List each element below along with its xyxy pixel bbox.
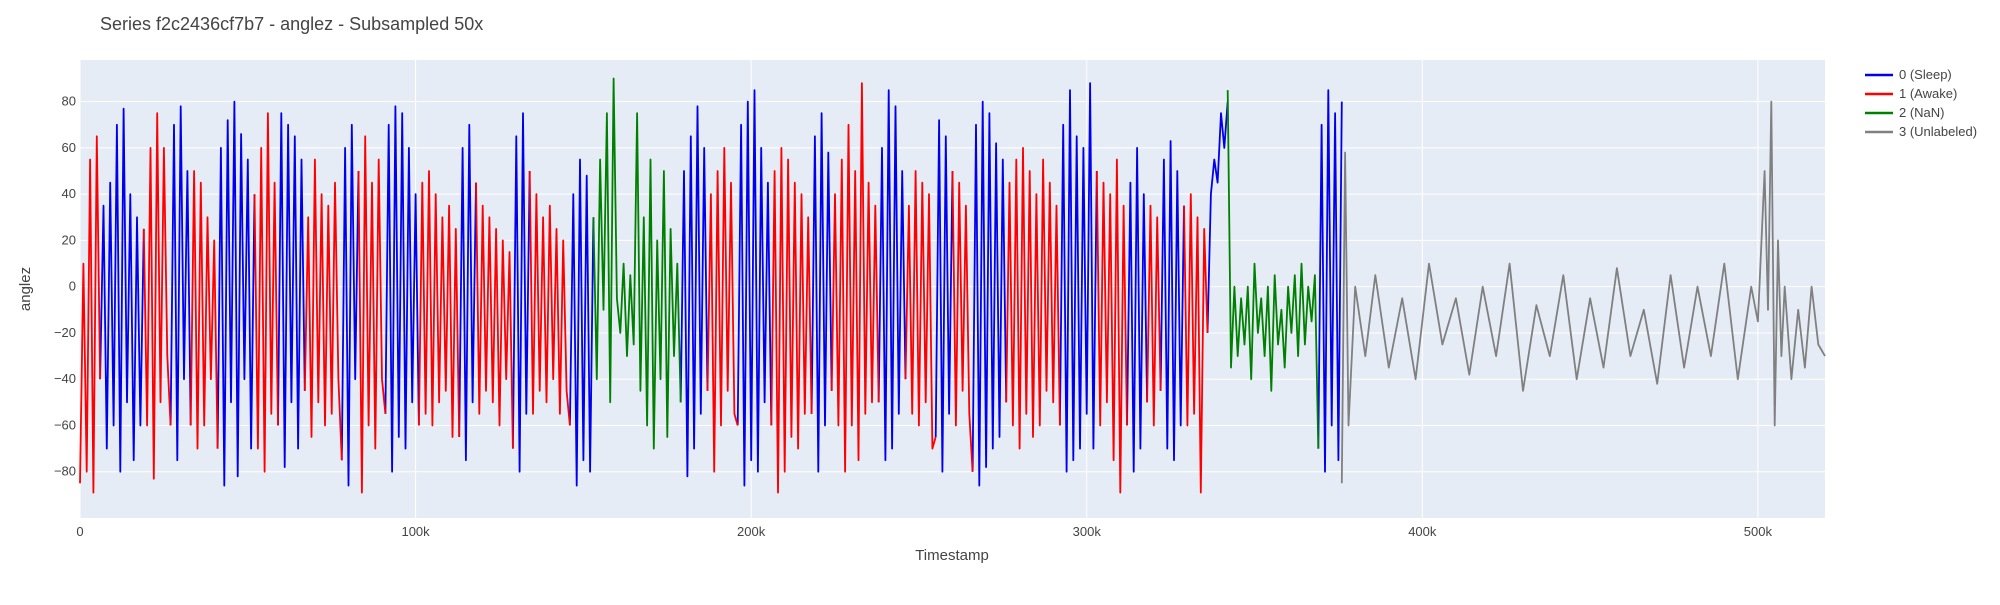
series-line-segment — [216, 100, 256, 487]
series-2 — [592, 77, 1320, 450]
series-line-segment — [1226, 90, 1320, 449]
grid-lines — [79, 60, 1825, 518]
series-0 — [99, 82, 1343, 487]
series-line-segment — [569, 158, 595, 487]
series-line-segment — [706, 146, 739, 473]
series-line-segment — [1317, 89, 1343, 473]
y-tick-label: 0 — [69, 279, 76, 294]
y-tick-label: −20 — [54, 325, 76, 340]
y-axis-title: anglez — [17, 267, 34, 311]
legend-item[interactable]: 0 (Sleep) — [1865, 67, 1952, 82]
series-line-segment — [189, 170, 219, 450]
y-tick-label: −40 — [54, 371, 76, 386]
series-line-segment — [99, 107, 145, 473]
x-tick-label: 300k — [1073, 524, 1102, 539]
legend-item[interactable]: 3 (Unlabeled) — [1865, 124, 1977, 139]
x-axis-ticks: 0 100k 200k 300k 400k 500k — [76, 524, 1772, 539]
series-line-segment — [1059, 82, 1098, 473]
series-line-segment — [142, 112, 172, 480]
series-3 — [1340, 100, 1826, 484]
series-line-segment — [1183, 193, 1209, 494]
series-line-segment — [528, 170, 571, 426]
legend-item[interactable]: 1 (Awake) — [1865, 86, 1957, 101]
series-line-segment — [770, 146, 813, 494]
series-line-segment — [1159, 140, 1185, 462]
x-axis-title: Timestamp — [915, 547, 989, 564]
series-line-segment — [830, 82, 880, 473]
x-tick-label: 100k — [401, 524, 430, 539]
series-line-segment — [303, 158, 343, 461]
chart-title: Series f2c2436cf7b7 - anglez - Subsample… — [100, 14, 483, 34]
series-line-segment — [169, 105, 192, 462]
legend-label: 3 (Unlabeled) — [1899, 124, 1977, 139]
series-layer — [79, 77, 1826, 494]
series-line-segment — [1005, 146, 1061, 450]
series-line-segment — [679, 105, 709, 478]
series-line-segment — [810, 112, 833, 473]
series-line-segment — [736, 89, 773, 487]
y-tick-label: 60 — [62, 140, 76, 155]
x-tick-label: 0 — [76, 524, 83, 539]
x-tick-label: 400k — [1408, 524, 1437, 539]
series-line-segment — [277, 112, 306, 469]
series-line-segment — [253, 112, 279, 473]
series-1 — [79, 82, 1209, 494]
series-line-segment — [592, 77, 682, 450]
series-line-segment — [1126, 146, 1148, 473]
series-line-segment — [357, 135, 387, 494]
series-line-segment — [458, 123, 477, 462]
legend-label: 1 (Awake) — [1899, 86, 1957, 101]
legend-label: 2 (NaN) — [1899, 105, 1945, 120]
legend-item[interactable]: 2 (NaN) — [1865, 105, 1945, 120]
series-line-segment — [1206, 101, 1229, 333]
series-line-segment — [951, 170, 974, 472]
x-tick-label: 500k — [1744, 524, 1773, 539]
y-axis-ticks: −80 −60 −40 −20 0 20 40 60 80 — [54, 94, 76, 479]
x-tick-label: 200k — [737, 524, 766, 539]
y-tick-label: 20 — [62, 232, 76, 247]
series-line-segment — [384, 105, 420, 473]
series-line-segment — [340, 123, 360, 487]
legend[interactable]: 0 (Sleep) 1 (Awake) 2 (NaN) 3 (Unlabeled) — [1865, 67, 1977, 139]
series-line-segment — [877, 89, 907, 462]
series-line-segment — [904, 170, 937, 450]
series-line-segment — [1340, 100, 1826, 484]
series-line-segment — [1146, 204, 1162, 427]
series-line-segment — [79, 135, 101, 494]
y-tick-label: 40 — [62, 186, 76, 201]
series-line-segment — [475, 182, 514, 449]
series-line-segment — [1095, 158, 1128, 494]
series-line-segment — [512, 112, 531, 473]
series-line-segment — [934, 119, 954, 473]
y-tick-label: 80 — [62, 94, 76, 109]
y-tick-label: −80 — [54, 464, 76, 479]
legend-label: 0 (Sleep) — [1899, 67, 1952, 82]
y-tick-label: −60 — [54, 417, 76, 432]
series-line-segment — [971, 100, 1008, 487]
series-line-segment — [418, 170, 461, 438]
